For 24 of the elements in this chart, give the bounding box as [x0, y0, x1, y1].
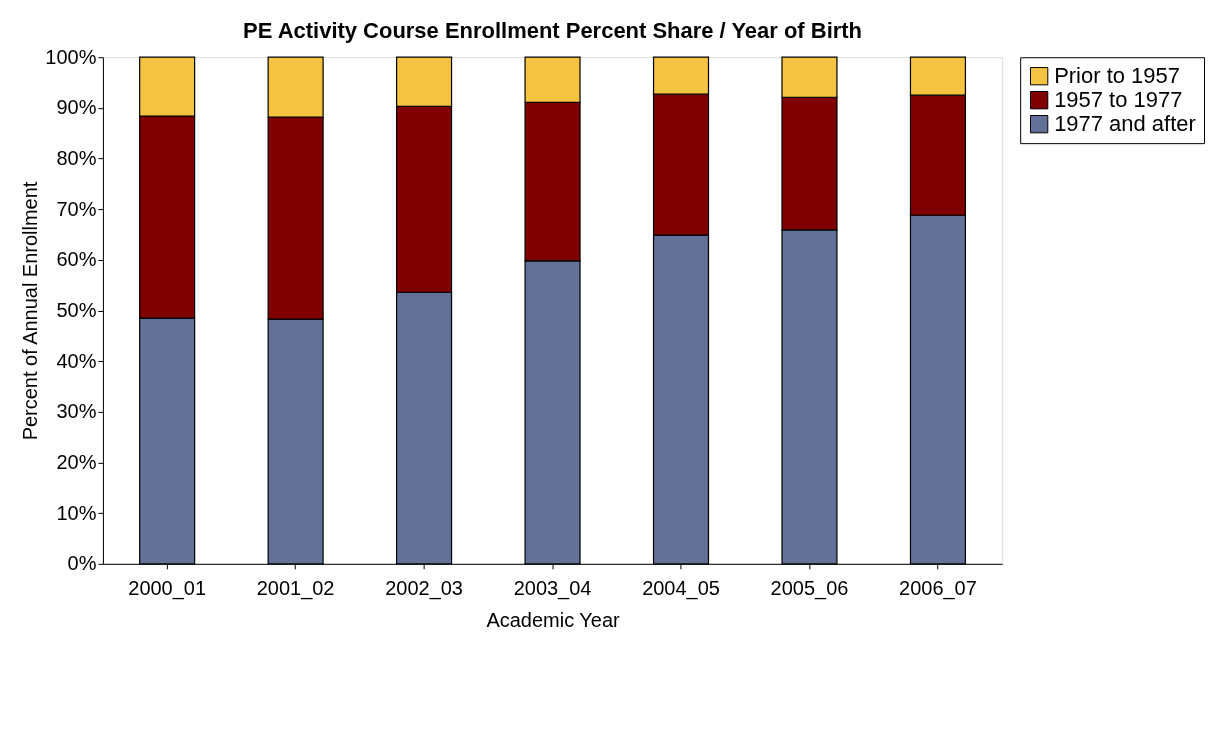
x-axis-title: Academic Year — [486, 609, 620, 632]
y-tick-label: 50% — [56, 299, 97, 322]
x-tick-label: 2002_03 — [385, 577, 463, 601]
y-tick-label: 80% — [56, 147, 97, 170]
y-tick-label: 40% — [56, 349, 97, 372]
y-axis-title: Percent of Annual Enrollment — [19, 181, 42, 441]
x-tick-label: 2001_02 — [256, 577, 335, 601]
chart-title: PE Activity Course Enrollment Percent Share / Year of Birth — [243, 18, 863, 44]
x-tick-label: 2006_07 — [899, 577, 977, 601]
y-tick-label: 10% — [56, 501, 97, 524]
y-tick-label: 30% — [56, 400, 97, 423]
x-tick-label: 2003_04 — [513, 577, 592, 601]
y-tick-label: 100% — [45, 45, 97, 68]
y-tick-label: 90% — [56, 96, 97, 119]
y-tick-label: 60% — [56, 248, 97, 271]
x-tick-label: 2005_06 — [770, 577, 849, 601]
x-tick-label: 2000_01 — [128, 577, 207, 601]
legend-label: 1957 to 1977 — [1054, 87, 1183, 113]
legend-label: 1977 and after — [1054, 111, 1196, 137]
y-tick-label: 20% — [56, 450, 97, 473]
y-tick-label: 0% — [67, 552, 97, 575]
x-tick-label: 2004_05 — [642, 577, 720, 601]
legend-label: Prior to 1957 — [1054, 63, 1180, 89]
y-tick-label: 70% — [56, 197, 97, 220]
